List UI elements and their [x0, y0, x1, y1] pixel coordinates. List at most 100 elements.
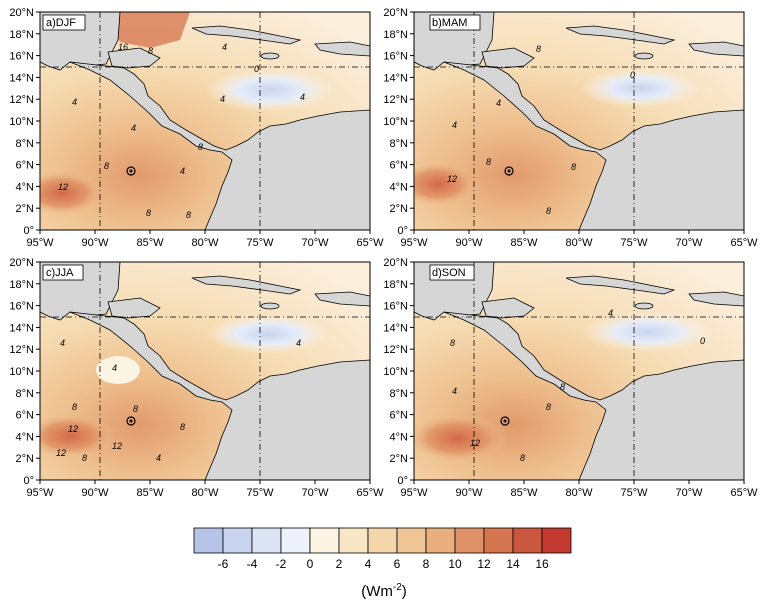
contour-label: 8 — [104, 161, 109, 171]
lat-tick-label: 20°N — [9, 7, 34, 19]
lat-tick-label: 14°N — [9, 72, 34, 84]
lat-tick-label: 10°N — [383, 366, 408, 378]
lon-tick-label: 65°W — [356, 487, 384, 499]
lat-tick-label: 12°N — [383, 94, 408, 106]
contour-label: 12 — [470, 438, 480, 448]
lat-tick-label: 4°N — [390, 181, 409, 193]
land-yucatan — [481, 297, 535, 319]
lon-tick-label: 90°W — [455, 487, 483, 499]
lat-tick-label: 16°N — [383, 301, 408, 313]
lat-tick-label: 16°N — [9, 51, 34, 63]
contour-label: 4 — [222, 42, 227, 52]
contour-label: 8 — [186, 210, 191, 220]
lat-tick-label: 14°N — [9, 322, 34, 334]
contour-label: 4 — [131, 123, 136, 133]
lat-tick-label: 18°N — [383, 29, 408, 41]
lon-tick-label: 65°W — [356, 237, 384, 249]
land-cuba — [565, 275, 676, 295]
contour-label: 4 — [452, 386, 457, 396]
contour-label: 8 — [560, 382, 565, 392]
lat-tick-label: 2°N — [16, 203, 35, 215]
lat-tick-label: 14°N — [383, 72, 408, 84]
contour-label: 16 — [118, 42, 128, 52]
contour-label: 4 — [220, 94, 225, 104]
land-hispaniola — [314, 291, 370, 307]
lat-tick-label: 8°N — [390, 138, 409, 150]
cool-minimum — [580, 68, 700, 108]
lon-tick-label: 75°W — [620, 487, 648, 499]
contour-label: 12 — [447, 174, 457, 184]
panel-label: c)JJA — [46, 267, 74, 279]
lon-tick-label: 80°W — [565, 237, 593, 249]
colorbar-swatch — [251, 527, 282, 554]
lat-tick-label: 12°N — [383, 344, 408, 356]
land-hispaniola — [688, 41, 744, 57]
lon-tick-label: 70°W — [301, 237, 329, 249]
colorbar-swatch — [512, 527, 543, 554]
lat-tick-label: 2°N — [390, 453, 409, 465]
colorbar-swatch — [425, 527, 456, 554]
cool-minimum — [583, 312, 713, 352]
lon-tick-label: 90°W — [81, 237, 109, 249]
contour-label: 0 — [630, 70, 635, 80]
site-marker — [500, 416, 510, 426]
colorbar-swatch — [367, 527, 398, 554]
panel-label-box — [42, 14, 86, 31]
panel-label-box — [429, 264, 475, 281]
land-jamaica — [634, 302, 654, 310]
land-central-america — [443, 311, 744, 480]
contour-label: 12 — [68, 424, 78, 434]
contour-label: 12 — [112, 441, 122, 451]
lat-tick-label: 12°N — [9, 344, 34, 356]
contour-label: 8 — [148, 46, 153, 56]
lon-tick-label: 70°W — [675, 487, 703, 499]
land-cuba — [191, 25, 302, 45]
panel-label: b)MAM — [432, 17, 467, 29]
colorbar-label: 8 — [423, 557, 430, 571]
warm-maximum — [40, 171, 104, 215]
lat-tick-label: 8°N — [390, 388, 409, 400]
colorbar-label: 6 — [394, 557, 401, 571]
lon-tick-label: 85°W — [510, 237, 538, 249]
lon-tick-label: 75°W — [246, 237, 274, 249]
land-central-america — [443, 61, 744, 230]
colorbar-swatch — [338, 527, 369, 554]
contour-label: 8 — [82, 453, 87, 463]
lat-tick-label: 16°N — [383, 51, 408, 63]
lat-tick-label: 18°N — [9, 279, 34, 291]
lat-tick-label: 8°N — [16, 138, 35, 150]
lat-tick-label: 6°N — [16, 410, 35, 422]
lat-tick-label: 6°N — [390, 160, 409, 172]
warm-maximum — [40, 414, 115, 458]
lat-tick-label: 20°N — [9, 257, 34, 269]
contour-label: 8 — [450, 338, 455, 348]
lat-tick-label: 0° — [397, 225, 408, 237]
colorbar-label: 10 — [448, 557, 462, 571]
colorbar-swatch — [280, 527, 311, 554]
lat-tick-label: 14°N — [383, 322, 408, 334]
land-yucatan — [107, 297, 161, 319]
lon-tick-label: 85°W — [136, 237, 164, 249]
warm-north — [105, 12, 190, 48]
panel-son: d)SON 8 4 12 8 0 8 4 8 — [413, 261, 745, 481]
cool-minimum — [206, 314, 330, 354]
site-marker — [126, 166, 136, 176]
lon-tick-label: 65°W — [730, 237, 758, 249]
panel-label-box — [42, 264, 84, 281]
contour-label: 8 — [198, 142, 203, 152]
colorbar-unit: (Wm-2) — [361, 582, 407, 600]
colorbar-swatch — [483, 527, 514, 554]
land-jamaica — [260, 52, 280, 60]
lat-tick-label: 8°N — [16, 388, 35, 400]
panel-mam: b)MAM 8 8 4 4 12 8 0 8 — [413, 11, 745, 231]
colorbar-label: 2 — [336, 557, 343, 571]
contour-label: 4 — [72, 97, 77, 107]
panel-label-box — [429, 14, 481, 31]
lon-tick-label: 80°W — [565, 487, 593, 499]
lon-tick-label: 95°W — [26, 237, 54, 249]
contour-label: 4 — [452, 120, 457, 130]
contour-label: 4 — [156, 453, 161, 463]
colorbar-label: -4 — [247, 557, 258, 571]
warm-maximum — [414, 414, 508, 462]
colorbar-swatch — [193, 527, 224, 554]
